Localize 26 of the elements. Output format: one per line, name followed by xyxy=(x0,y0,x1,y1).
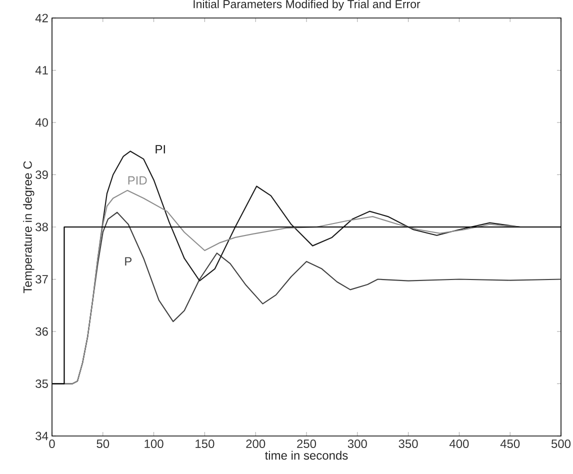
y-tick-label: 37 xyxy=(36,275,48,284)
x-tick-label: 450 xyxy=(500,440,520,448)
y-tick-label: 34 xyxy=(36,432,48,440)
y-tick-label: 39 xyxy=(36,170,48,179)
y-tick-label: 40 xyxy=(35,118,48,127)
x-axis-title: time in seconds xyxy=(265,450,348,460)
x-tick-label: 300 xyxy=(348,440,367,448)
x-tick-label: 350 xyxy=(398,440,418,448)
series-label: PID xyxy=(128,176,147,185)
x-tick-label: 500 xyxy=(551,440,571,448)
y-axis-title: Temperature in degree C xyxy=(23,161,34,294)
chart-title: Initial Parameters Modified by Trial and Error xyxy=(194,0,420,10)
y-tick-label: 35 xyxy=(36,380,48,388)
x-tick-label: 0 xyxy=(49,440,55,448)
x-tick-label: 200 xyxy=(246,440,266,448)
x-tick-label: 50 xyxy=(96,440,110,448)
x-tick-label: 400 xyxy=(449,440,469,448)
series-label: PI xyxy=(156,145,165,154)
x-tick-label: 250 xyxy=(297,440,316,448)
series-label: P xyxy=(125,257,132,266)
x-tick-label: 100 xyxy=(144,440,164,448)
y-tick-label: 38 xyxy=(36,222,48,232)
y-tick-label: 42 xyxy=(35,14,48,22)
x-tick-label: 150 xyxy=(196,440,214,448)
y-tick-label: 41 xyxy=(35,66,48,74)
y-tick-label: 36 xyxy=(36,327,48,336)
